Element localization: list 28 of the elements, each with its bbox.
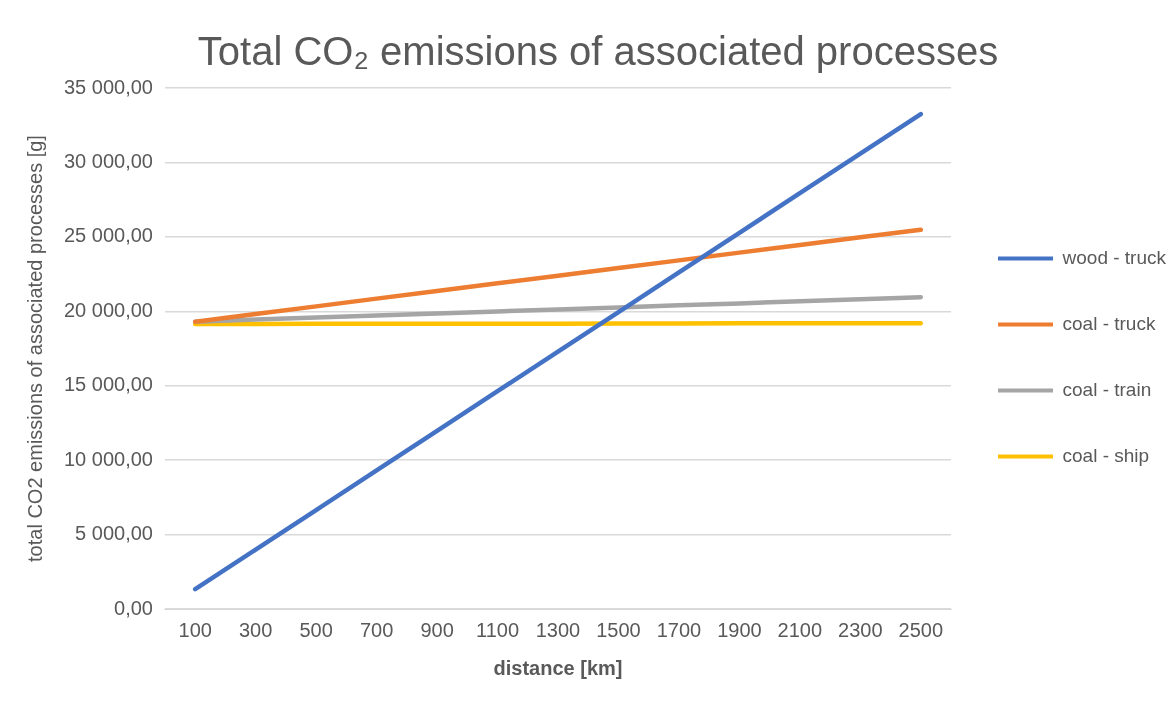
x-tick-label: 100 — [178, 618, 212, 641]
legend-label: coal - train — [1062, 378, 1152, 400]
x-tick-label: 700 — [359, 618, 394, 641]
x-axis-title: distance [km] — [493, 656, 623, 679]
x-tick-label: 300 — [238, 618, 273, 641]
y-tick-label: 10 000,00 — [63, 447, 153, 470]
x-tick-label: 1700 — [656, 618, 702, 641]
y-tick-label: 5 000,00 — [75, 522, 153, 545]
legend-label: coal - ship — [1062, 444, 1150, 466]
x-tick-label: 1100 — [476, 618, 520, 641]
x-tick-label: 500 — [299, 618, 333, 641]
legend-label: coal - truck — [1062, 312, 1156, 334]
x-tick-label: 1900 — [717, 618, 762, 641]
y-tick-label: 20 000,00 — [63, 298, 153, 321]
y-tick-label: 25 000,00 — [63, 224, 153, 247]
y-tick-label: 15 000,00 — [63, 373, 153, 396]
x-tick-label: 2500 — [898, 618, 944, 641]
x-tick-label: 1500 — [596, 618, 641, 641]
x-tick-label: 2100 — [777, 618, 823, 641]
chart-title: Total CO₂ emissions of associated processes — [197, 29, 999, 74]
y-tick-label: 30 000,00 — [63, 149, 153, 172]
y-axis-title: total CO2 emissions of associated processes [g] — [23, 135, 46, 562]
x-tick-label: 2300 — [838, 618, 883, 641]
legend-label: wood - truck — [1061, 246, 1167, 268]
x-tick-label: 900 — [420, 618, 454, 641]
y-tick-label: 35 000,00 — [63, 75, 153, 98]
x-tick-label: 1300 — [535, 618, 581, 641]
y-tick-label: 0,00 — [114, 596, 153, 619]
